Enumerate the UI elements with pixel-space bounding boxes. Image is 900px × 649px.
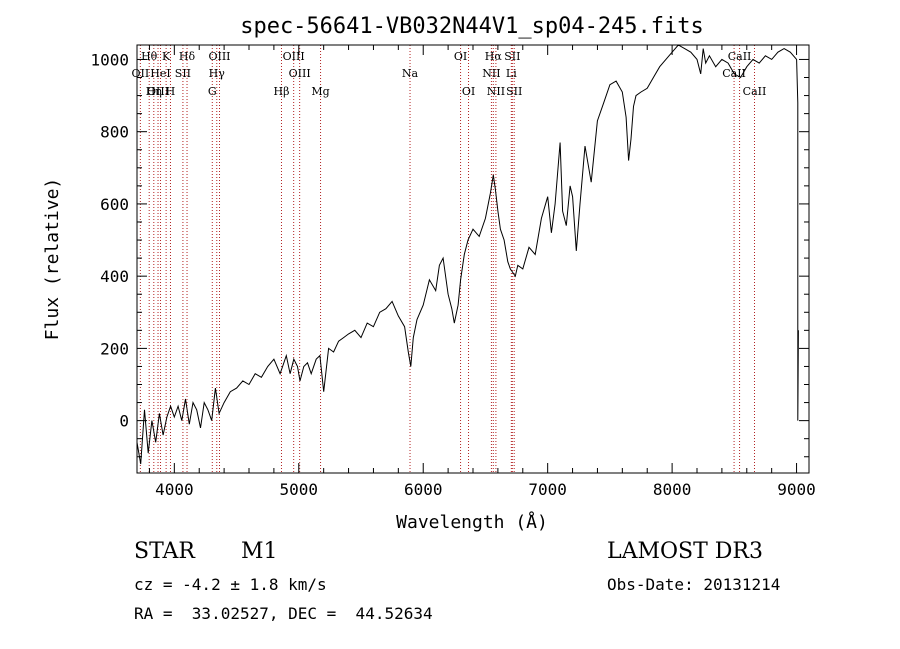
line-label: SII <box>504 50 520 63</box>
line-label: Hγ <box>209 67 226 80</box>
line-label: SII <box>175 67 191 80</box>
line-label: G <box>208 85 217 98</box>
y-tick-label: 800 <box>100 123 129 142</box>
y-tick-label: 200 <box>100 339 129 358</box>
line-label: OIII <box>283 50 305 63</box>
chart-title: spec-56641-VB032N44V1_sp04-245.fits <box>240 14 704 39</box>
y-tick-label: 400 <box>100 267 129 286</box>
line-label: Na <box>402 67 419 80</box>
x-tick-label: 4000 <box>155 480 194 499</box>
coordinates: RA = 33.02527, DEC = 44.52634 <box>134 604 433 623</box>
line-label: CaII <box>743 85 767 98</box>
line-label: CaII <box>728 50 752 63</box>
y-tick-label: 600 <box>100 195 129 214</box>
x-tick-label: 8000 <box>653 480 692 499</box>
line-label: H <box>166 85 176 98</box>
line-label: OIII <box>208 50 230 63</box>
y-axis: 0 200 400 600 800 1000 <box>90 50 809 458</box>
survey-name: LAMOST DR3 <box>607 539 763 564</box>
x-tick-label: 5000 <box>280 480 319 499</box>
x-tick-label: 7000 <box>528 480 567 499</box>
plot-frame <box>136 44 810 474</box>
y-axis-label: Flux (relative) <box>42 178 63 341</box>
line-label: OIII <box>289 67 311 80</box>
line-label: Hβ <box>274 85 290 98</box>
line-label: NII <box>487 85 505 98</box>
line-label: OI <box>462 85 475 98</box>
line-label: Hδ <box>179 50 196 63</box>
line-label: OIII <box>147 85 169 98</box>
line-label: Li <box>506 67 517 80</box>
spectrum-series <box>136 44 799 465</box>
observation-date: Obs-Date: 20131214 <box>607 575 781 594</box>
x-tick-label: 9000 <box>777 480 816 499</box>
x-axis: 4000 5000 6000 7000 8000 9000 <box>148 45 816 499</box>
x-tick-label: 6000 <box>404 480 443 499</box>
emission-line-markers <box>139 45 755 473</box>
redshift-cz: cz = -4.2 ± 1.8 km/s <box>134 575 327 594</box>
y-tick-label: 1000 <box>90 50 129 69</box>
line-label: Hα <box>485 50 503 63</box>
x-axis-label: Wavelength (Å) <box>396 511 548 533</box>
line-label: K <box>162 50 171 63</box>
line-label: OI <box>454 50 467 63</box>
line-label: SII <box>506 85 522 98</box>
object-class: STAR <box>134 539 195 564</box>
object-subclass: M1 <box>241 539 278 564</box>
line-label: NII <box>482 67 500 80</box>
y-tick-label: 0 <box>119 412 129 431</box>
spectrum-line <box>136 44 799 465</box>
line-label: Mg <box>311 85 329 98</box>
line-label: Hη <box>146 85 162 98</box>
line-label: HeI <box>150 67 170 80</box>
line-label: Hθ <box>141 50 158 63</box>
line-label: OII <box>132 67 150 80</box>
